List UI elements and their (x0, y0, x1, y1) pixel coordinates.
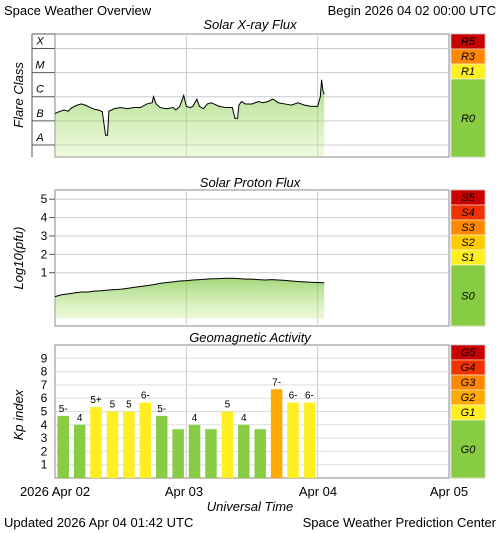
class-tick-label: B (36, 108, 43, 120)
updated-time: Updated 2026 Apr 04 01:42 UTC (4, 515, 193, 530)
proton-tick-label: 3 (41, 229, 48, 243)
x-tick-label: Apr 03 (165, 484, 203, 499)
xray-flux-line (54, 79, 325, 136)
kp-tick-label: 6 (41, 391, 48, 405)
scale-level-label: G3 (461, 377, 477, 389)
kp-bar-label: 5+ (90, 395, 102, 406)
scale-level-label: S4 (461, 207, 474, 219)
kp-bar (221, 411, 234, 478)
kp-bar (205, 429, 217, 478)
scale-level-label: S3 (461, 222, 475, 234)
scale-level-label: S0 (461, 291, 475, 303)
scale-level (450, 78, 486, 158)
kp-bar (57, 415, 69, 478)
kp-bar-label: 4 (192, 413, 198, 424)
kp-bar-label: 5 (126, 400, 132, 411)
kp-bar (73, 424, 86, 478)
kp-tick-label: 8 (41, 365, 48, 379)
class-tick-label: X (35, 35, 44, 47)
scale-level-label: S2 (461, 237, 474, 249)
x-axis: 2026 Apr 02 Apr 03 Apr 04 Apr 05 (20, 484, 468, 499)
proton-ylabel: Log10(pfu) (11, 227, 26, 290)
kp-bar (270, 389, 283, 478)
kp-bar (106, 411, 119, 478)
x-axis-label: Universal Time (207, 499, 294, 514)
xray-ylabel: Flare Class (11, 62, 26, 128)
scale-level-label: R3 (461, 51, 476, 63)
scale-level (450, 419, 486, 479)
xray-flux-fill (55, 79, 325, 157)
kp-tick-label: 7 (41, 378, 48, 392)
kp-tick-label: 3 (41, 431, 48, 445)
kp-bar-label: 7- (272, 377, 281, 388)
kp-bar (254, 429, 266, 478)
proton-panel-title: Solar Proton Flux (200, 175, 301, 190)
overview-title: Space Weather Overview (4, 3, 152, 18)
scale-level-label: G5 (461, 347, 477, 359)
x-tick-label: Apr 05 (430, 484, 468, 499)
class-tick-label: M (35, 60, 45, 72)
x-tick-label: Apr 04 (299, 484, 337, 499)
kp-tick-label: 9 (41, 351, 48, 365)
class-tick-label: A (35, 132, 43, 144)
class-tick-label: C (36, 84, 44, 96)
scale-level-label: G0 (461, 444, 477, 456)
scale-level-label: G2 (461, 392, 476, 404)
proton-tick-label: 1 (41, 266, 48, 280)
kp-bar-label: 4 (77, 413, 83, 424)
proton-tick-label: 2 (41, 247, 48, 261)
scale-level-label: R0 (461, 113, 476, 125)
kp-tick-label: 4 (41, 418, 48, 432)
xray-panel-title: Solar X-ray Flux (203, 17, 297, 32)
kp-tick-label: 1 (41, 458, 48, 472)
kp-bar-label: 5- (59, 404, 68, 415)
scale-level-label: G4 (461, 362, 476, 374)
scale-level-label: S5 (461, 192, 475, 204)
kp-bar (287, 402, 299, 478)
x-tick-label: 2026 Apr 02 (20, 484, 90, 499)
scale-level (450, 264, 486, 327)
proton-tick-label: 4 (41, 211, 48, 225)
scale-level-label: R5 (461, 36, 476, 48)
source-credit: Space Weather Prediction Center (303, 515, 497, 530)
proton-flux-fill (55, 278, 325, 319)
begin-time: Begin 2026 04 02 00:00 UTC (328, 3, 496, 18)
kp-bar (172, 429, 184, 478)
scale-level-label: R1 (461, 66, 475, 78)
kp-bar-label: 6- (305, 391, 314, 402)
kp-bar (139, 402, 152, 478)
kp-bar (155, 415, 168, 478)
proton-flux-line (54, 277, 325, 298)
kp-tick-label: 2 (41, 444, 48, 458)
kp-bar-label: 6- (289, 391, 298, 402)
kp-bar (188, 424, 201, 478)
kp-bar-label: 5- (157, 404, 166, 415)
kp-bar-label: 5 (225, 400, 231, 411)
proton-tick-label: 5 (41, 192, 48, 206)
kp-bar (123, 411, 135, 478)
kp-bar (90, 407, 102, 478)
kp-bar (303, 402, 316, 478)
kp-tick-label: 5 (41, 405, 48, 419)
kp-ylabel: Kp index (11, 389, 26, 440)
scale-level-label: G1 (461, 407, 476, 419)
kp-bar-label: 4 (241, 413, 247, 424)
kp-bar (238, 424, 250, 478)
kp-bar-label: 6- (141, 391, 150, 402)
geomag-panel-title: Geomagnetic Activity (189, 330, 312, 345)
scale-level-label: S1 (461, 252, 474, 264)
kp-bar-label: 5 (110, 400, 116, 411)
